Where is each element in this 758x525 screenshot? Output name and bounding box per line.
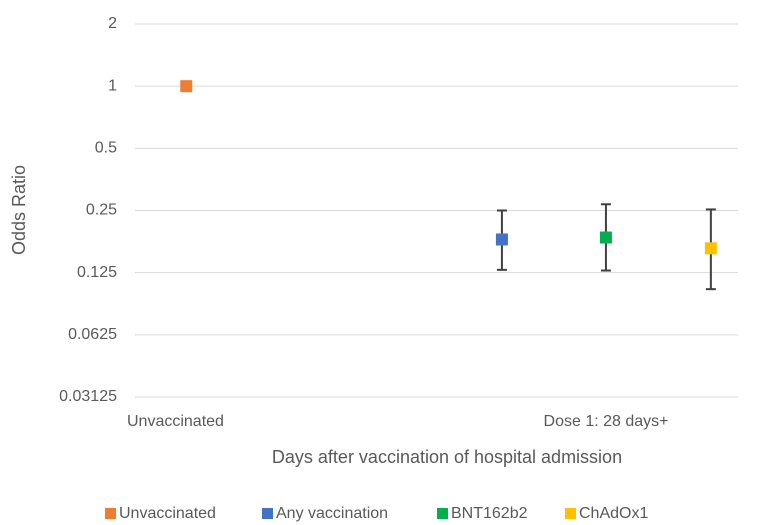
legend-swatch: [105, 508, 116, 519]
y-tick-label: 0.25: [86, 202, 117, 219]
legend-label: Any vaccination: [276, 505, 388, 522]
y-tick-label: 0.5: [95, 140, 117, 157]
point: [599, 231, 612, 244]
point: [180, 80, 193, 93]
y-tick-label: 1: [108, 77, 117, 94]
x-tick-label: Dose 1: 28 days+: [544, 413, 669, 430]
legend-swatch: [565, 508, 576, 519]
x-tick-label: Unvaccinated: [127, 413, 224, 430]
legend-label: Unvaccinated: [119, 505, 216, 522]
point: [495, 233, 508, 246]
legend-swatch: [262, 508, 273, 519]
legend-swatch: [437, 508, 448, 519]
y-tick-label: 2: [108, 15, 117, 32]
point: [704, 242, 717, 255]
y-tick-label: 0.03125: [59, 388, 117, 405]
y-axis-title: Odds Ratio: [9, 165, 29, 255]
y-tick-label: 0.125: [77, 264, 117, 281]
y-tick-label: 0.0625: [68, 326, 117, 343]
x-axis-title: Days after vaccination of hospital admis…: [272, 447, 622, 467]
legend-label: ChAdOx1: [579, 505, 648, 522]
legend-label: BNT162b2: [451, 505, 528, 522]
